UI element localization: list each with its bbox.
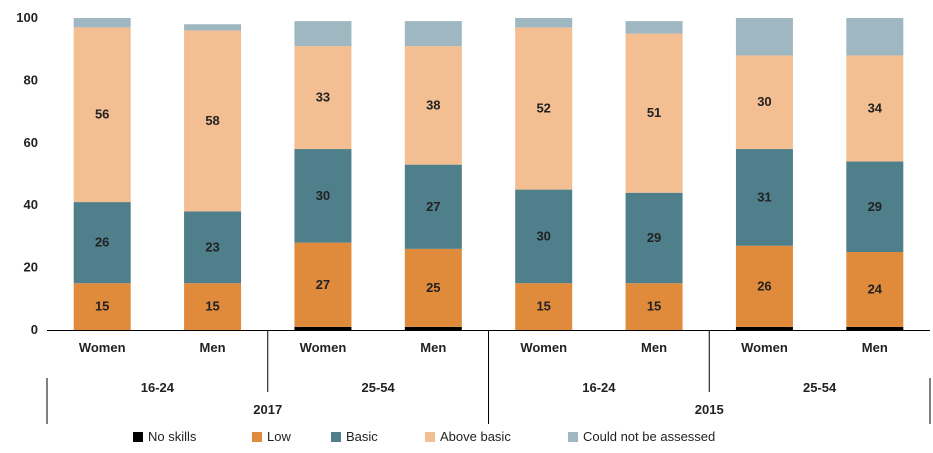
bar-segment-could-not-be-assessed-3 xyxy=(294,21,352,47)
y-tick-label-80: 80 xyxy=(24,72,38,87)
legend-label-low: Low xyxy=(267,429,291,444)
age-group-label-2: 25-54 xyxy=(362,380,396,395)
bar-segment-no-skills-8 xyxy=(846,326,904,330)
x-category-label-8: Men xyxy=(862,340,888,355)
y-tick-label-40: 40 xyxy=(24,197,38,212)
legend-swatch-no-skills xyxy=(133,432,143,442)
legend-swatch-basic xyxy=(331,432,341,442)
bar-segment-basic-1 xyxy=(73,202,131,284)
bar-segment-above-basic-8 xyxy=(846,55,904,162)
bar-segment-above-basic-4 xyxy=(404,46,462,165)
bar-segment-no-skills-4 xyxy=(404,326,462,330)
data-label-low-8: 24 xyxy=(868,281,883,296)
bar-segment-basic-7 xyxy=(735,149,793,246)
bar-segment-low-3 xyxy=(294,242,352,327)
x-category-label-1: Women xyxy=(79,340,126,355)
data-label-basic-2: 23 xyxy=(205,239,219,254)
data-label-above-basic-6: 51 xyxy=(647,105,661,120)
age-group-label-1: 16-24 xyxy=(141,380,175,395)
age-group-label-3: 16-24 xyxy=(582,380,616,395)
data-label-low-7: 26 xyxy=(757,278,771,293)
legend-swatch-above-basic xyxy=(425,432,435,442)
data-label-low-2: 15 xyxy=(205,299,219,314)
bar-segment-could-not-be-assessed-8 xyxy=(846,18,904,56)
data-label-basic-6: 29 xyxy=(647,230,661,245)
bar-segment-above-basic-5 xyxy=(515,27,573,190)
x-category-label-2: Men xyxy=(200,340,226,355)
y-tick-label-60: 60 xyxy=(24,135,38,150)
data-label-above-basic-7: 30 xyxy=(757,94,771,109)
year-label-2: 2015 xyxy=(695,402,724,417)
data-label-low-6: 15 xyxy=(647,299,661,314)
x-category-label-5: Women xyxy=(520,340,567,355)
legend-label-could-not-be-assessed: Could not be assessed xyxy=(583,429,715,444)
data-label-low-3: 27 xyxy=(316,277,330,292)
bar-segment-low-1 xyxy=(73,283,131,330)
bar-segment-low-2 xyxy=(184,283,242,330)
data-label-above-basic-4: 38 xyxy=(426,97,440,112)
data-label-above-basic-3: 33 xyxy=(316,90,330,105)
legend-swatch-could-not-be-assessed xyxy=(568,432,578,442)
bar-segment-no-skills-3 xyxy=(294,326,352,330)
bar-segment-above-basic-2 xyxy=(184,30,242,212)
bar-segment-above-basic-7 xyxy=(735,55,793,150)
data-label-basic-1: 26 xyxy=(95,235,109,250)
legend-label-no-skills: No skills xyxy=(148,429,197,444)
bar-segment-basic-2 xyxy=(184,211,242,284)
bar-segment-low-7 xyxy=(735,245,793,327)
legend: No skills Low Basic Above basic Could not be… xyxy=(133,429,715,444)
y-tick-label-0: 0 xyxy=(31,322,38,337)
x-category-label-3: Women xyxy=(300,340,347,355)
bar-segment-basic-3 xyxy=(294,149,352,243)
data-label-basic-4: 27 xyxy=(426,199,440,214)
data-label-basic-3: 30 xyxy=(316,188,330,203)
data-label-low-4: 25 xyxy=(426,280,440,295)
x-category-label-7: Women xyxy=(741,340,788,355)
bar-segment-low-5 xyxy=(515,283,573,330)
y-axis: 0 20 40 60 80 100 xyxy=(16,10,38,337)
data-label-basic-7: 31 xyxy=(757,189,771,204)
data-label-low-5: 15 xyxy=(536,299,550,314)
bar-segment-low-4 xyxy=(404,248,462,327)
x-axis: Women Men Women Men Women Men Women Men 16-24 25-… xyxy=(46,330,931,424)
bars xyxy=(73,18,904,330)
value-labels: 15 26 56 15 23 58 27 30 33 25 27 38 15 30 52 15 29 51 26 31… xyxy=(95,90,883,314)
bar-segment-basic-6 xyxy=(625,192,683,284)
legend-label-basic: Basic xyxy=(346,429,378,444)
bar-segment-above-basic-3 xyxy=(294,46,352,150)
data-label-low-1: 15 xyxy=(95,299,109,314)
bar-segment-could-not-be-assessed-6 xyxy=(625,21,683,34)
x-category-label-6: Men xyxy=(641,340,667,355)
bar-segment-basic-4 xyxy=(404,164,462,249)
bar-segment-low-8 xyxy=(846,252,904,327)
data-label-basic-8: 29 xyxy=(868,199,882,214)
year-label-1: 2017 xyxy=(253,402,282,417)
bar-segment-could-not-be-assessed-7 xyxy=(735,18,793,56)
data-label-above-basic-8: 34 xyxy=(868,100,883,115)
y-tick-label-100: 100 xyxy=(16,10,38,25)
bar-segment-could-not-be-assessed-5 xyxy=(515,18,573,28)
bar-segment-basic-8 xyxy=(846,161,904,252)
data-label-above-basic-2: 58 xyxy=(205,113,219,128)
data-label-above-basic-5: 52 xyxy=(536,100,550,115)
data-label-above-basic-1: 56 xyxy=(95,107,109,122)
y-tick-label-20: 20 xyxy=(24,260,38,275)
age-group-label-4: 25-54 xyxy=(803,380,837,395)
bar-segment-no-skills-7 xyxy=(735,326,793,330)
bar-segment-could-not-be-assessed-2 xyxy=(184,24,242,31)
bar-segment-above-basic-1 xyxy=(73,27,131,203)
bar-segment-low-6 xyxy=(625,283,683,330)
bar-segment-above-basic-6 xyxy=(625,33,683,193)
legend-label-above-basic: Above basic xyxy=(440,429,511,444)
x-category-label-4: Men xyxy=(420,340,446,355)
bar-segment-could-not-be-assessed-1 xyxy=(73,18,131,28)
legend-swatch-low xyxy=(252,432,262,442)
bar-segment-could-not-be-assessed-4 xyxy=(404,21,462,47)
bar-segment-basic-5 xyxy=(515,189,573,284)
data-label-basic-5: 30 xyxy=(536,228,550,243)
